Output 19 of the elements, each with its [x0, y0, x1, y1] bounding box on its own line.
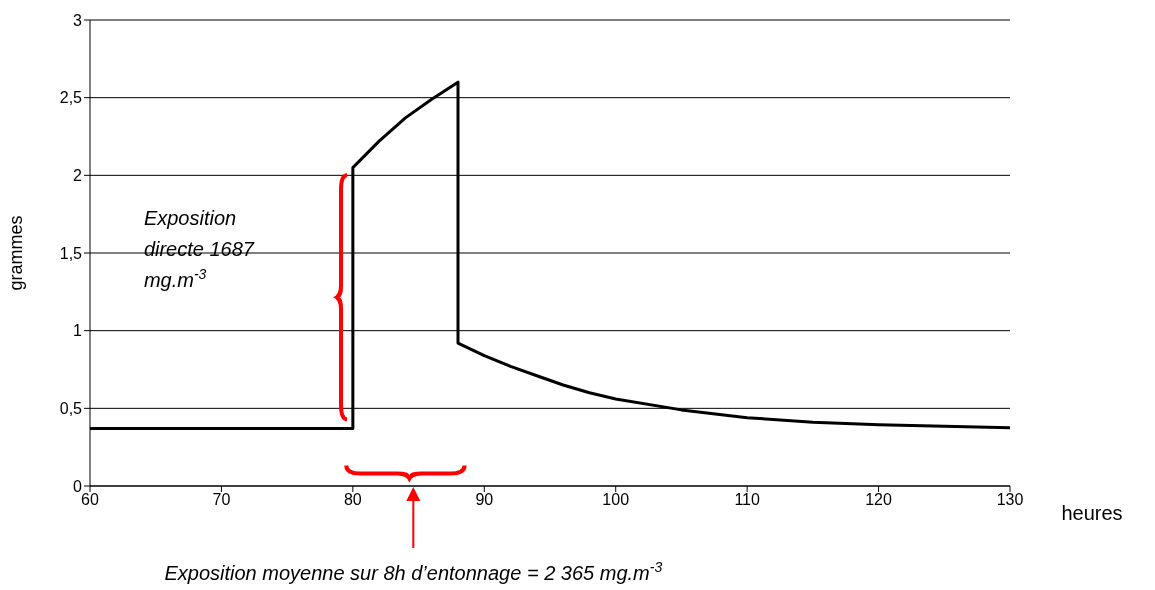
x-tick-label: 110: [734, 491, 760, 509]
y-tick-label: 2,5: [59, 89, 83, 107]
x-tick-label: 60: [81, 491, 99, 509]
y-tick-label: 3: [73, 11, 83, 29]
y-tick-label: 1,5: [59, 244, 83, 262]
x-tick-label: 100: [602, 491, 630, 509]
text: Exposition moyenne sur 8h d’entonnage = 2 365 mg.m$^{-3}$: [164, 559, 663, 584]
y-tick-label: 0: [73, 477, 83, 495]
y-tick-label: 0,5: [59, 400, 83, 418]
x-tick-label: 80: [343, 491, 362, 509]
x-tick-label: 90: [475, 491, 494, 509]
y-tick-label: 2: [73, 167, 83, 185]
x-tick-label: 70: [212, 491, 231, 509]
x-tick-label: 130: [996, 491, 1024, 509]
x-axis-title: heures: [1061, 502, 1123, 524]
annotation: Exposition directe 1687 mg.m$^{-3}$: [143, 207, 255, 292]
x-tick-label: 120: [865, 491, 893, 509]
y-axis-title: grammes: [6, 215, 26, 291]
y-tick-label: 1: [73, 322, 83, 340]
